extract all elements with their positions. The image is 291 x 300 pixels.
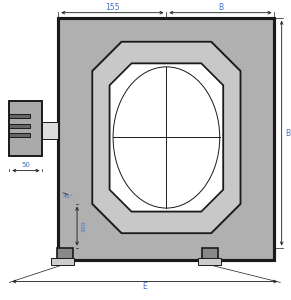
Ellipse shape [113,67,220,208]
Bar [198,259,221,265]
Bar [9,124,29,128]
Bar [51,259,74,265]
Text: B: B [285,129,290,138]
Text: 45°: 45° [62,194,73,199]
Bar [9,114,29,118]
Bar [58,18,274,260]
Text: 50: 50 [22,162,30,168]
Bar [58,18,274,260]
Bar [57,248,73,260]
Text: 150: 150 [81,220,86,232]
Text: B: B [218,3,223,12]
Polygon shape [110,64,223,211]
Bar [9,101,42,156]
Text: C: C [188,182,194,190]
Polygon shape [93,42,240,232]
Text: 155: 155 [105,3,120,12]
Polygon shape [93,43,239,232]
Polygon shape [111,64,222,211]
Bar [203,248,218,260]
Text: A: A [211,116,217,125]
Bar [9,134,29,137]
Polygon shape [117,71,215,204]
Text: E: E [142,282,147,291]
Bar [42,122,58,139]
Bar [9,101,42,156]
